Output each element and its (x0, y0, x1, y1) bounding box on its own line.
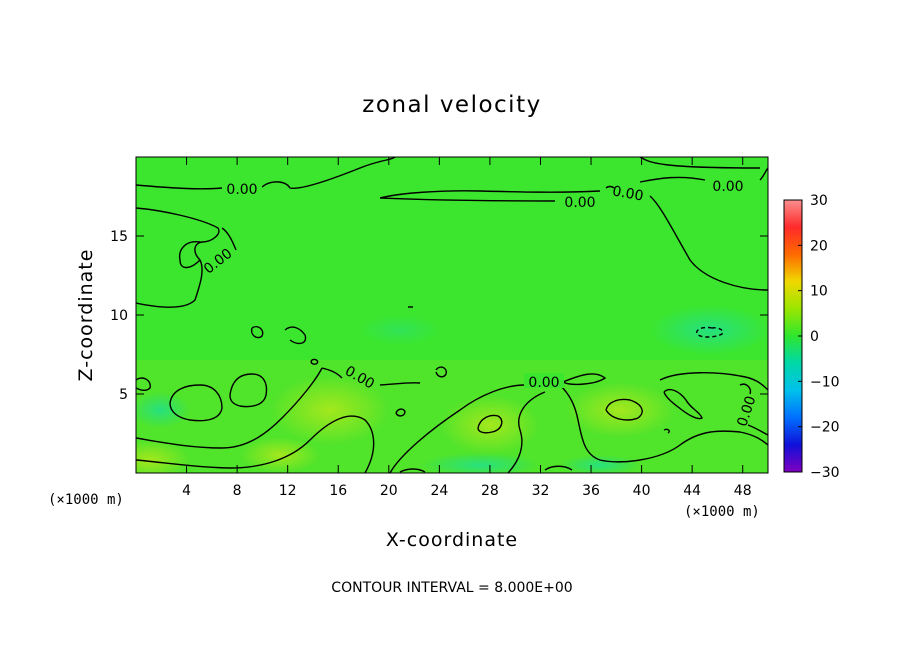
field-blob-cyan (560, 455, 640, 473)
contour-line (544, 465, 573, 471)
x-tick-label: 36 (582, 483, 600, 499)
contour-line (659, 372, 768, 391)
colorbar-ticks: 30 20 10 0 −10 −20 −30 (798, 193, 840, 481)
x-tick-label: 20 (380, 483, 398, 499)
contour-line (136, 367, 343, 449)
x-tick-label: 40 (633, 483, 651, 499)
contour-line (639, 167, 768, 183)
x-tick-label: 8 (233, 483, 242, 499)
y-tick-label: 15 (110, 229, 128, 245)
contour-line (136, 415, 375, 473)
contour-line (739, 383, 768, 436)
colorbar-tick-label: −20 (810, 420, 840, 436)
y-tick-label: 5 (119, 387, 128, 403)
contour-line (389, 373, 607, 473)
contour-label: 0.00 (611, 183, 644, 204)
colorbar-tick-label: 20 (810, 238, 828, 254)
contour-line (695, 326, 724, 338)
contour-line (379, 185, 615, 199)
y-axis-ticks: 5 10 15 (110, 229, 768, 403)
contour-line (663, 428, 670, 434)
y-tick-label: 10 (110, 308, 128, 324)
x-tick-label: 44 (683, 483, 701, 499)
field-blob-cyan (360, 315, 440, 345)
contour-label: 0.00 (528, 375, 559, 391)
contour-line (477, 414, 503, 434)
colorbar-tick-label: −10 (810, 374, 840, 390)
x-tick-label: 12 (279, 483, 297, 499)
chart-title: zonal velocity (362, 92, 541, 118)
y-axis-label: Z-coordinate (75, 249, 97, 382)
contour-line (136, 358, 319, 391)
field-blob-cyan (136, 392, 190, 428)
contour-label: 0.00 (712, 179, 743, 195)
field-blob-yellow (270, 375, 390, 445)
colorbar-tick-label: 30 (810, 193, 828, 209)
contour-line (639, 157, 761, 169)
colorbar-tick-label: 0 (810, 329, 819, 345)
x-tick-label: 16 (329, 483, 347, 499)
contour-line (559, 384, 768, 463)
contour-line (169, 384, 223, 422)
contour-line (229, 373, 268, 408)
contour-line (663, 388, 703, 420)
field-blob-yellow (240, 437, 320, 473)
contour-label: 0.00 (226, 182, 257, 198)
contour-line (507, 391, 546, 473)
colorbar-tick-label: 10 (810, 284, 828, 300)
contour-line (178, 241, 201, 269)
contour-line (136, 207, 237, 308)
colorbar-tick-label: −30 (810, 465, 840, 481)
contour-line (379, 195, 768, 291)
field-blob-yellow (136, 440, 190, 473)
x-tick-label: 4 (182, 483, 191, 499)
x-tick-label: 28 (481, 483, 499, 499)
x-axis-unit-left: (×1000 m) (48, 492, 124, 508)
contour-line (399, 468, 426, 473)
field-blob-cyan (420, 453, 540, 473)
x-tick-label: 32 (532, 483, 550, 499)
contour-interval-note: CONTOUR INTERVAL = 8.000E+00 (331, 580, 572, 596)
contour-line (605, 398, 643, 421)
contour-label: 0.00 (564, 195, 595, 211)
field-blob-cyan (650, 305, 768, 355)
contour-line (136, 157, 396, 190)
x-axis-ticks: 4 8 12 16 20 24 28 32 36 40 44 48 (182, 157, 752, 499)
x-axis-unit-right: (×1000 m) (684, 504, 760, 520)
field-blob-yellow (565, 382, 675, 438)
contour-line (379, 366, 448, 386)
x-tick-label: 48 (734, 483, 752, 499)
x-tick-label: 24 (430, 483, 448, 499)
contour-line (395, 408, 406, 417)
x-axis-label: X-coordinate (386, 529, 518, 551)
field-blob-yellow (440, 395, 540, 455)
contour-line (250, 326, 307, 345)
velocity-field: 0.00 0.00 0.00 0.00 0.00 0.00 0.00 0.00 (136, 157, 768, 473)
